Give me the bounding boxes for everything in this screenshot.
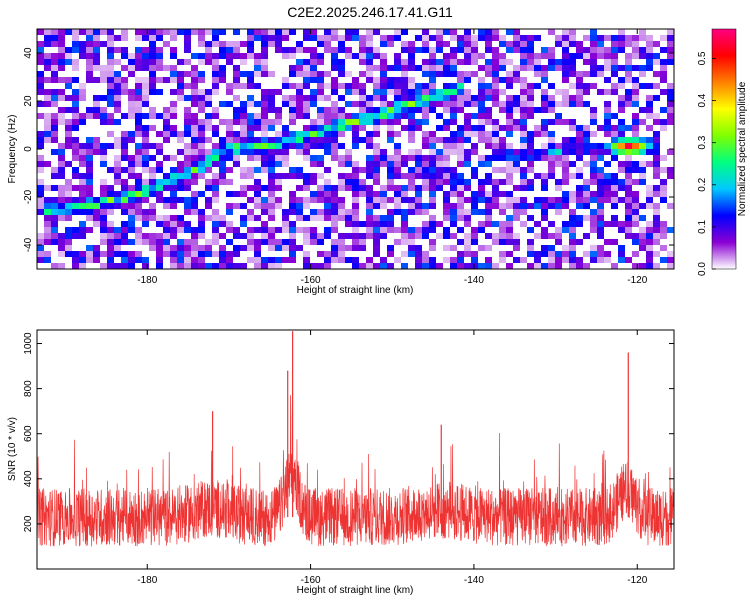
snr-y-tick-label: 200 — [23, 515, 34, 532]
snr-x-tick-label: -140 — [464, 575, 484, 586]
spectrogram-x-tick-label: -160 — [301, 275, 321, 286]
spectrogram-ylabel: Frequency (Hz) — [7, 115, 18, 184]
snr-xlabel: Height of straight line (km) — [297, 585, 414, 596]
spectrogram-y-tick-label: 20 — [23, 95, 34, 107]
snr-background — [37, 330, 674, 569]
colorbar-tick-label: 0.2 — [697, 177, 708, 191]
spectrogram-xlabel: Height of straight line (km) — [297, 285, 414, 296]
spectrogram-x-tick-label: -180 — [137, 275, 157, 286]
spectrogram-x-tick-label: -140 — [464, 275, 484, 286]
snr-x-tick-label: -160 — [301, 575, 321, 586]
spectrogram-y-tick-label: -40 — [23, 237, 34, 252]
colorbar: 0.0 0.1 0.2 0.3 0.4 0.5 Normalized spectral a… — [697, 28, 748, 276]
snr-y-tick-label: 400 — [23, 470, 34, 487]
snr-frame — [36, 329, 675, 570]
snr-y-tick-label: 600 — [23, 425, 34, 442]
spectrogram-y-tick-label: 0 — [23, 146, 34, 152]
snr-series-line — [36, 395, 675, 547]
colorbar-tick-label: 0.5 — [697, 51, 708, 65]
spectrogram-y-tick-label: -20 — [23, 189, 34, 204]
spectrogram-x-tick-label: -120 — [627, 275, 647, 286]
colorbar-tick-label: 0.0 — [697, 262, 708, 276]
snr-y-tick-label: 800 — [23, 380, 34, 397]
colorbar-tick-label: 0.1 — [697, 220, 708, 234]
colorbar-frame — [711, 28, 737, 270]
colorbar-tick-label: 0.4 — [697, 93, 708, 107]
spectrogram-y-tick-label: 40 — [23, 47, 34, 59]
snr-x-tick-label: -120 — [627, 575, 647, 586]
colorbar-label: Normalized spectral amplitude — [737, 81, 748, 216]
snr-y-tick-label: 1000 — [23, 332, 34, 355]
colorbar-gradient — [712, 29, 736, 269]
snr-panel: -180 -160 -140 -120 200 400 600 800 1000 Height… — [7, 329, 675, 596]
figure-title: C2E2.2025.246.17.41.G11 — [287, 4, 453, 20]
snr-x-tick-label: -180 — [137, 575, 157, 586]
colorbar-tick-label: 0.3 — [697, 135, 708, 149]
spectrogram-panel: -180 -160 -140 -120 40 20 0 -20 -40 Height of s… — [7, 28, 675, 296]
snr-ylabel: SNR (10 * v/v) — [7, 417, 18, 481]
